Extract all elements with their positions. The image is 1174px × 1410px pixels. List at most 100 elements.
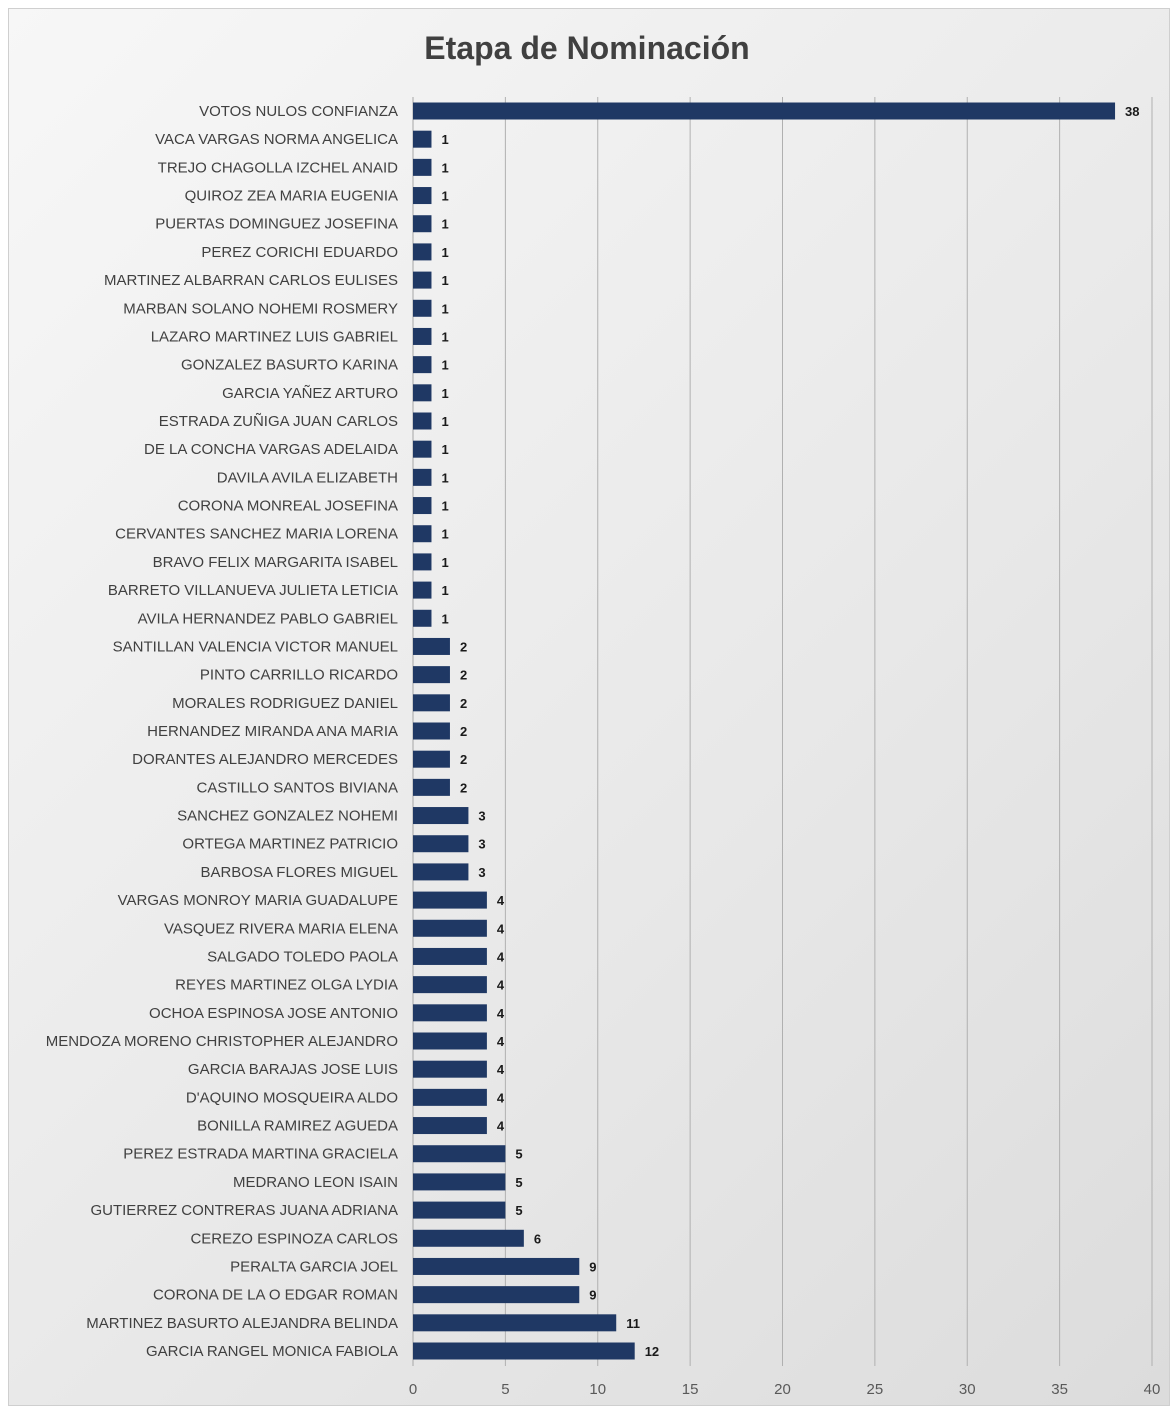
category-label: CASTILLO SANTOS BIVIANA xyxy=(197,779,398,796)
data-label: 9 xyxy=(589,1288,596,1303)
category-label: ORTEGA MARTINEZ PATRICIO xyxy=(182,836,398,853)
bar xyxy=(413,1173,506,1191)
category-label: DORANTES ALEJANDRO MERCEDES xyxy=(132,751,398,768)
bar xyxy=(413,299,432,317)
x-tick-label: 35 xyxy=(1051,1381,1068,1398)
data-label: 4 xyxy=(497,921,505,936)
x-tick-label: 30 xyxy=(959,1381,976,1398)
category-label: CEREZO ESPINOZA CARLOS xyxy=(190,1230,398,1247)
category-label: SANCHEZ GONZALEZ NOHEMI xyxy=(177,808,398,825)
bar xyxy=(413,919,487,937)
data-label: 2 xyxy=(460,780,467,795)
bar xyxy=(413,807,469,825)
bar xyxy=(413,215,432,233)
category-label: BARBOSA FLORES MIGUEL xyxy=(200,864,398,881)
data-label: 3 xyxy=(478,809,485,824)
data-label: 4 xyxy=(497,893,505,908)
data-label: 1 xyxy=(441,160,448,175)
bar xyxy=(413,102,1116,120)
bar xyxy=(413,497,432,515)
data-label: 2 xyxy=(460,668,467,683)
category-label: GUTIERREZ CONTRERAS JUANA ADRIANA xyxy=(90,1202,398,1219)
data-label: 4 xyxy=(497,1006,505,1021)
bar xyxy=(413,1342,635,1360)
category-label: OCHOA ESPINOSA JOSE ANTONIO xyxy=(149,1005,398,1022)
bar xyxy=(413,1004,487,1022)
category-label: MORALES RODRIGUEZ DANIEL xyxy=(172,695,398,712)
data-label: 1 xyxy=(441,301,448,316)
bar xyxy=(413,637,450,655)
data-label: 12 xyxy=(645,1344,659,1359)
gridlines xyxy=(412,97,1153,1366)
chart-title: Etapa de Nominación xyxy=(424,30,750,66)
bar xyxy=(413,835,469,853)
category-label: GARCIA BARAJAS JOSE LUIS xyxy=(188,1061,398,1078)
category-label: PUERTAS DOMINGUEZ JOSEFINA xyxy=(155,216,398,233)
bar xyxy=(413,412,432,430)
data-label: 38 xyxy=(1125,104,1139,119)
category-label: QUIROZ ZEA MARIA EUGENIA xyxy=(185,188,398,205)
bar xyxy=(413,1032,487,1050)
bar xyxy=(413,581,432,599)
category-label: MARTINEZ BASURTO ALEJANDRA BELINDA xyxy=(86,1315,398,1332)
category-label: MARBAN SOLANO NOHEMI ROSMERY xyxy=(123,300,398,317)
data-label: 5 xyxy=(515,1175,522,1190)
category-label: MARTINEZ ALBARRAN CARLOS EULISES xyxy=(104,272,398,289)
category-label: D'AQUINO MOSQUEIRA ALDO xyxy=(186,1089,398,1106)
data-label: 11 xyxy=(626,1316,640,1331)
category-label: BRAVO FELIX MARGARITA ISABEL xyxy=(153,554,398,571)
category-label: MEDRANO LEON ISAIN xyxy=(233,1174,398,1191)
data-label: 1 xyxy=(441,442,448,457)
category-label: VACA VARGAS NORMA ANGELICA xyxy=(155,131,398,148)
data-label: 1 xyxy=(441,273,448,288)
category-label: BONILLA RAMIREZ AGUEDA xyxy=(197,1118,398,1135)
data-label: 4 xyxy=(497,1119,505,1134)
data-label: 2 xyxy=(460,724,467,739)
category-label: ESTRADA ZUÑIGA JUAN CARLOS xyxy=(159,413,398,430)
bar xyxy=(413,525,432,543)
bar xyxy=(413,947,487,965)
data-label: 1 xyxy=(441,217,448,232)
data-label: 5 xyxy=(515,1203,522,1218)
data-label: 1 xyxy=(441,358,448,373)
data-label: 1 xyxy=(441,499,448,514)
bar xyxy=(413,1201,506,1219)
x-tick-label: 25 xyxy=(867,1381,884,1398)
data-label: 1 xyxy=(441,555,448,570)
category-label: VASQUEZ RIVERA MARIA ELENA xyxy=(164,920,398,937)
bar xyxy=(413,666,450,684)
data-label: 1 xyxy=(441,386,448,401)
category-label: GARCIA RANGEL MONICA FABIOLA xyxy=(146,1343,398,1360)
bar xyxy=(413,1145,506,1163)
data-label: 6 xyxy=(534,1231,541,1246)
bar xyxy=(413,1286,580,1304)
x-tick-label: 15 xyxy=(682,1381,699,1398)
bars: 3811111111111111111122222233344444444455… xyxy=(413,102,1140,1360)
bar xyxy=(413,863,469,881)
bar xyxy=(413,187,432,205)
category-labels: VOTOS NULOS CONFIANZA VACA VARGAS NORMA A… xyxy=(46,103,398,1360)
bar xyxy=(413,722,450,740)
bar xyxy=(413,158,432,176)
category-label: REYES MARTINEZ OLGA LYDIA xyxy=(175,977,398,994)
data-label: 1 xyxy=(441,329,448,344)
data-label: 1 xyxy=(441,189,448,204)
x-axis-ticks: 0 5 10 15 20 25 30 35 40 xyxy=(409,1381,1161,1398)
x-tick-label: 10 xyxy=(589,1381,606,1398)
data-label: 1 xyxy=(441,245,448,260)
data-label: 3 xyxy=(478,865,485,880)
data-label: 2 xyxy=(460,752,467,767)
category-label: BARRETO VILLANUEVA JULIETA LETICIA xyxy=(108,582,398,599)
category-label: HERNANDEZ MIRANDA ANA MARIA xyxy=(147,723,398,740)
bar xyxy=(413,1088,487,1106)
bar xyxy=(413,609,432,627)
chart-area xyxy=(8,8,1170,1406)
category-label: PERALTA GARCIA JOEL xyxy=(230,1258,398,1275)
data-label: 4 xyxy=(497,949,505,964)
category-label: PINTO CARRILLO RICARDO xyxy=(200,667,398,684)
data-label: 1 xyxy=(441,470,448,485)
category-label: VOTOS NULOS CONFIANZA xyxy=(199,103,398,120)
bar xyxy=(413,440,432,458)
data-label: 4 xyxy=(497,1090,505,1105)
bar xyxy=(413,694,450,712)
